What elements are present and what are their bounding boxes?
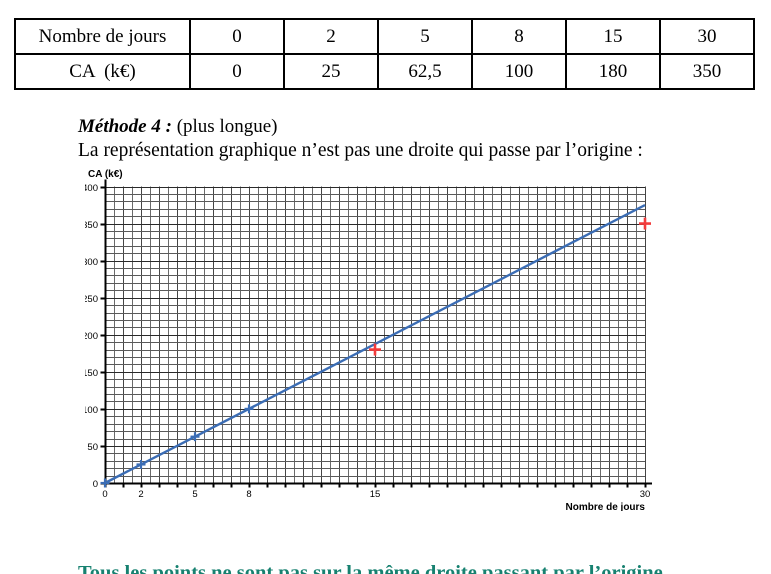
tick-label: 15 — [370, 489, 381, 500]
conclusion-text: Tous les points ne sont pas sur la même … — [78, 506, 663, 574]
tick-label: 400 — [85, 183, 98, 194]
tick-label: 100 — [85, 405, 98, 416]
table-cell: 0 — [189, 53, 285, 90]
table-cell: 350 — [659, 53, 755, 90]
tick-label: 150 — [85, 368, 98, 379]
conclusion-line: Tous les points ne sont pas sur la même … — [78, 562, 663, 574]
tick-label: 2 — [138, 489, 143, 500]
method-note: (plus longue) — [176, 116, 278, 137]
axes: 02581530050100150200250300350400 — [82, 179, 652, 500]
data-points — [100, 404, 254, 488]
table-cell: 15 — [565, 18, 661, 55]
description-text: La représentation graphique n’est pas un… — [78, 140, 643, 161]
table-cell: 5 — [377, 18, 473, 55]
tick-label: 250 — [85, 294, 98, 305]
table-header-cell: CA (k€) — [14, 53, 191, 90]
table-cell: 2 — [283, 18, 379, 55]
data-point-marker — [136, 459, 146, 469]
tick-label: 0 — [102, 489, 107, 500]
table-cell: 30 — [659, 18, 755, 55]
tick-label: 30 — [640, 489, 651, 500]
chart-svg: 02581530050100150200250300350400CA (k€)N… — [82, 169, 652, 513]
data-table: Nombre de jours 0 2 5 8 15 30 CA (k€) 0 … — [14, 18, 755, 90]
grid-lines — [105, 186, 646, 484]
table-cell: 25 — [283, 53, 379, 90]
y-axis-title: CA (k€) — [88, 169, 123, 180]
table-row: Nombre de jours 0 2 5 8 15 30 — [14, 18, 755, 55]
method-title: Méthode 4 : — [78, 116, 172, 137]
method-heading: Méthode 4 : (plus longue) — [78, 116, 277, 138]
data-point-marker — [639, 217, 651, 230]
table-cell: 0 — [189, 18, 285, 55]
data-point-marker — [369, 343, 381, 356]
table-header-cell: Nombre de jours — [14, 18, 191, 55]
data-point-marker — [100, 478, 110, 488]
x-axis-title: Nombre de jours — [566, 502, 646, 511]
data-point-marker — [244, 404, 254, 414]
tick-label: 50 — [87, 442, 98, 453]
table-cell: 100 — [471, 53, 567, 90]
data-points — [369, 217, 651, 356]
tick-label: 300 — [85, 257, 98, 268]
table-cell: 180 — [565, 53, 661, 90]
tick-label: 200 — [85, 331, 98, 342]
table-cell: 62,5 — [377, 53, 473, 90]
chart: 02581530050100150200250300350400CA (k€)N… — [82, 166, 685, 513]
tick-label: 0 — [93, 479, 98, 490]
data-point-marker — [190, 432, 200, 442]
tick-label: 8 — [246, 489, 251, 500]
tick-label: 350 — [85, 220, 98, 231]
tick-label: 5 — [192, 489, 197, 500]
table-cell: 8 — [471, 18, 567, 55]
table-row: CA (k€) 0 25 62,5 100 180 350 — [14, 53, 755, 90]
